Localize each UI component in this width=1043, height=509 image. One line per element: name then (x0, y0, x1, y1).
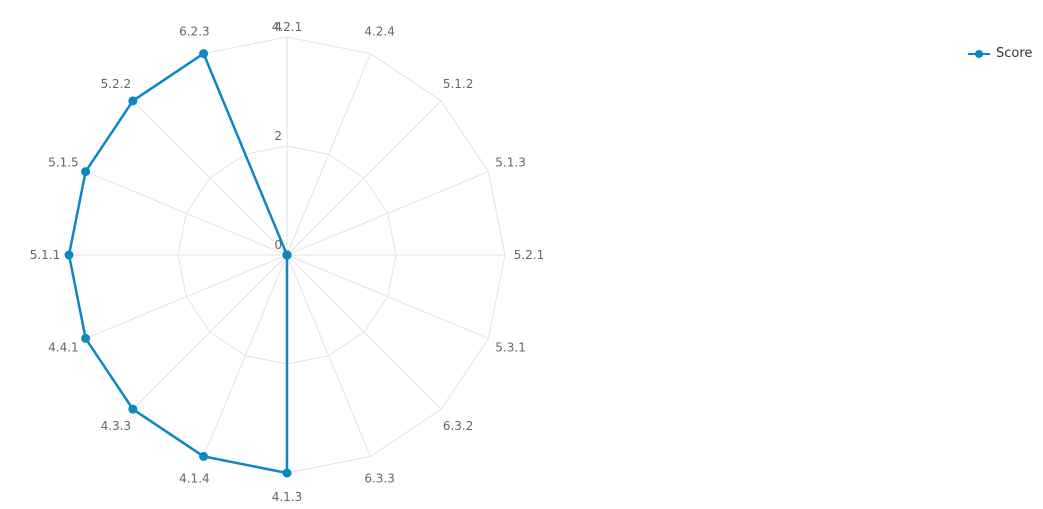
category-label: 4.3.3 (101, 419, 132, 433)
grid-spoke-9 (203, 254, 288, 457)
data-point (199, 451, 209, 461)
grid-spoke-11 (85, 254, 288, 339)
category-label: 5.1.2 (443, 77, 474, 91)
r-tick-label: 0 (274, 238, 282, 252)
category-label: 4.4.1 (48, 341, 79, 355)
data-point (282, 250, 292, 260)
grid-spoke-6 (286, 254, 442, 410)
category-label: 5.2.1 (514, 248, 545, 262)
data-point (81, 167, 91, 177)
category-label: 5.1.3 (495, 155, 526, 169)
data-point (64, 250, 74, 260)
category-label: 5.1.5 (48, 155, 79, 169)
grid-spoke-5 (286, 254, 489, 339)
data-point (81, 333, 91, 343)
series-line-0 (67, 52, 289, 475)
grid-spoke-14 (132, 100, 288, 256)
category-label: 4.1.4 (179, 472, 210, 486)
legend[interactable]: Score (968, 46, 1032, 61)
grid-spoke-10 (132, 254, 288, 410)
legend-label: Score (996, 46, 1033, 61)
legend-marker-icon (968, 49, 990, 58)
grid-spoke-13 (85, 171, 288, 256)
category-label: 6.3.3 (364, 472, 395, 486)
grid-spoke-2 (286, 100, 442, 256)
data-point (282, 468, 292, 478)
grid-spoke-7 (286, 254, 371, 457)
data-point (128, 96, 138, 106)
category-label: 5.3.1 (495, 341, 526, 355)
grid-spoke-1 (286, 53, 371, 256)
category-label: 6.2.3 (179, 24, 210, 38)
category-label: 5.1.1 (30, 248, 61, 262)
category-label: 4.1.3 (272, 490, 303, 504)
category-label: 5.2.2 (101, 77, 132, 91)
category-label: 6.3.2 (443, 419, 474, 433)
r-tick-label: 2 (274, 129, 282, 143)
r-tick-label: 4 (274, 20, 282, 34)
data-point (128, 404, 138, 414)
category-label: 4.2.4 (364, 24, 395, 38)
grid-spoke-3 (286, 171, 489, 256)
category-label: 4.2.1 (272, 20, 303, 34)
data-point (199, 49, 209, 59)
